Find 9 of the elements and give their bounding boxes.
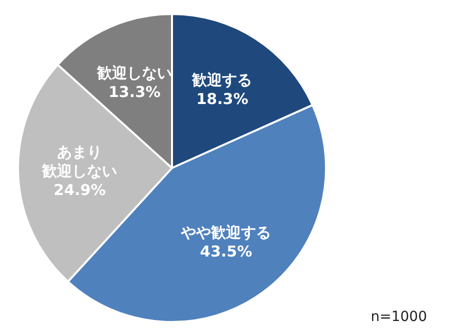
slice-label: 歓迎する <box>191 70 252 89</box>
data-label: 13.3% <box>108 82 161 101</box>
data-label: 24.9% <box>54 181 106 200</box>
data-label: 18.3% <box>196 90 248 108</box>
slice-label: 歓迎しない <box>96 64 172 82</box>
data-label: 43.5% <box>200 242 252 260</box>
slice-label: やや歓迎する <box>180 223 272 242</box>
text: n=1000 <box>370 309 427 325</box>
slice-label: あまり歓迎しない <box>41 143 118 180</box>
